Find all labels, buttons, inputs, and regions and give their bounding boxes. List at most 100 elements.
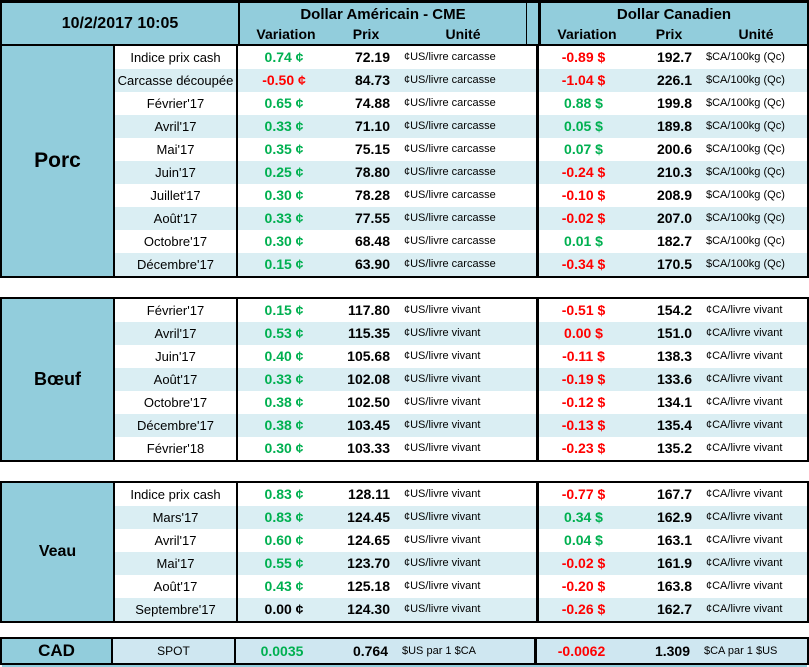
ca-unit-cell[interactable]: $CA/100kg (Qc) (706, 212, 785, 224)
ca-variation-cell[interactable]: -0.24 $ (536, 161, 628, 184)
us-unit-cell[interactable]: ¢US/livre vivant (404, 327, 481, 339)
us-unit-cell[interactable]: ¢US/livre vivant (404, 350, 481, 362)
us-unit-cell[interactable]: ¢US/livre vivant (404, 511, 481, 523)
us-unit-cell[interactable]: ¢US/livre carcasse (404, 74, 496, 86)
us-variation-cell[interactable]: 0.60 ¢ (264, 532, 304, 548)
us-variation-cell[interactable]: 0.30 ¢ (264, 440, 304, 456)
cad-ca-unit-cell[interactable]: $CA par 1 $US (698, 639, 807, 663)
us-price-cell[interactable]: 63.90 (354, 256, 390, 272)
us-unit-cell[interactable]: ¢US/livre carcasse (404, 212, 496, 224)
row-label-cell[interactable]: Juin'17 (115, 345, 238, 368)
row-label-cell[interactable]: Août'17 (115, 207, 238, 230)
us-unit-cell[interactable]: ¢US/livre vivant (404, 580, 481, 592)
ca-unit-cell[interactable]: $CA/100kg (Qc) (706, 166, 785, 178)
ca-price-cell[interactable]: 134.1 (656, 394, 692, 410)
us-price-cell[interactable]: 68.48 (354, 233, 390, 249)
row-label-cell[interactable]: Août'17 (115, 368, 238, 391)
us-price-cell[interactable]: 72.19 (354, 49, 390, 65)
ca-unit-cell[interactable]: $CA/100kg (Qc) (706, 189, 785, 201)
us-unit-cell[interactable]: ¢US/livre carcasse (404, 120, 496, 132)
row-label-cell[interactable]: Avril'17 (115, 529, 238, 552)
ca-price-cell[interactable]: 154.2 (656, 302, 692, 318)
ca-variation-cell[interactable]: -0.13 $ (536, 414, 628, 437)
row-label-cell[interactable]: Décembre'17 (115, 253, 238, 276)
ca-unit-cell[interactable]: $CA/100kg (Qc) (706, 74, 785, 86)
us-variation-cell[interactable]: 0.83 ¢ (264, 486, 304, 502)
ca-variation-cell[interactable]: 0.01 $ (536, 230, 628, 253)
ca-price-cell[interactable]: 208.9 (656, 187, 692, 203)
row-label-cell[interactable]: Juin'17 (115, 161, 238, 184)
us-variation-cell[interactable]: 0.53 ¢ (264, 325, 304, 341)
ca-variation-cell[interactable]: -1.04 $ (536, 69, 628, 92)
us-price-cell[interactable]: 117.80 (347, 302, 390, 318)
us-unit-cell[interactable]: ¢US/livre vivant (404, 419, 481, 431)
ca-variation-cell[interactable]: -0.26 $ (536, 598, 628, 621)
section-title-cell[interactable]: Veau (2, 483, 115, 621)
row-label-cell[interactable]: Indice prix cash (115, 483, 238, 506)
us-variation-cell[interactable]: 0.55 ¢ (264, 555, 304, 571)
us-unit-cell[interactable]: ¢US/livre vivant (404, 603, 481, 615)
ca-unit-cell[interactable]: $CA/100kg (Qc) (706, 258, 785, 270)
ca-variation-cell[interactable]: 0.04 $ (536, 529, 628, 552)
ca-variation-cell[interactable]: 0.07 $ (536, 138, 628, 161)
us-variation-cell[interactable]: 0.65 ¢ (264, 95, 304, 111)
us-price-cell[interactable]: 77.55 (354, 210, 390, 226)
us-unit-cell[interactable]: ¢US/livre carcasse (404, 51, 496, 63)
ca-variation-cell[interactable]: -0.02 $ (536, 552, 628, 575)
cad-ca-price-cell[interactable]: 1.309 (626, 639, 698, 663)
us-price-cell[interactable]: 105.68 (347, 348, 390, 364)
ca-unit-cell[interactable]: ¢CA/livre vivant (706, 396, 783, 408)
ca-unit-cell[interactable]: ¢CA/livre vivant (706, 511, 783, 523)
ca-price-cell[interactable]: 163.1 (656, 532, 692, 548)
ca-unit-cell[interactable]: ¢CA/livre vivant (706, 373, 783, 385)
ca-unit-cell[interactable]: ¢CA/livre vivant (706, 327, 783, 339)
ca-price-cell[interactable]: 189.8 (656, 118, 692, 134)
us-variation-cell[interactable]: 0.00 ¢ (264, 601, 304, 617)
ca-price-cell[interactable]: 138.3 (656, 348, 692, 364)
ca-unit-cell[interactable]: ¢CA/livre vivant (706, 488, 783, 500)
ca-variation-cell[interactable]: -0.51 $ (536, 299, 628, 322)
ca-unit-cell[interactable]: ¢CA/livre vivant (706, 534, 783, 546)
us-unit-cell[interactable]: ¢US/livre vivant (404, 442, 481, 454)
row-label-cell[interactable]: Mai'17 (115, 138, 238, 161)
ca-price-cell[interactable]: 199.8 (656, 95, 692, 111)
us-price-cell[interactable]: 74.88 (354, 95, 390, 111)
ca-price-cell[interactable]: 170.5 (656, 256, 692, 272)
row-label-cell[interactable]: Septembre'17 (115, 598, 238, 621)
cad-us-unit-cell[interactable]: $US par 1 $CA (396, 639, 534, 663)
us-variation-cell[interactable]: 0.25 ¢ (264, 164, 304, 180)
ca-price-cell[interactable]: 226.1 (656, 72, 692, 88)
row-label-cell[interactable]: Octobre'17 (115, 230, 238, 253)
ca-price-cell[interactable]: 210.3 (656, 164, 692, 180)
us-variation-cell[interactable]: 0.35 ¢ (264, 141, 304, 157)
us-unit-cell[interactable]: ¢US/livre vivant (404, 488, 481, 500)
cad-ca-variation-cell[interactable]: -0.0062 (534, 639, 626, 663)
section-title-cell[interactable]: Porc (2, 46, 115, 276)
us-variation-cell[interactable]: 0.33 ¢ (264, 210, 304, 226)
us-variation-cell[interactable]: 0.83 ¢ (264, 509, 304, 525)
us-price-cell[interactable]: 128.11 (347, 486, 390, 502)
us-price-cell[interactable]: 71.10 (354, 118, 390, 134)
us-price-cell[interactable]: 125.18 (347, 578, 390, 594)
ca-variation-cell[interactable]: -0.11 $ (536, 345, 628, 368)
us-variation-cell[interactable]: 0.33 ¢ (264, 118, 304, 134)
us-unit-cell[interactable]: ¢US/livre vivant (404, 557, 481, 569)
us-unit-cell[interactable]: ¢US/livre carcasse (404, 97, 496, 109)
row-label-cell[interactable]: Février'17 (115, 92, 238, 115)
ca-price-cell[interactable]: 207.0 (656, 210, 692, 226)
us-price-cell[interactable]: 78.28 (354, 187, 390, 203)
ca-price-cell[interactable]: 151.0 (656, 325, 692, 341)
us-unit-cell[interactable]: ¢US/livre vivant (404, 534, 481, 546)
ca-variation-cell[interactable]: -0.02 $ (536, 207, 628, 230)
ca-price-cell[interactable]: 133.6 (656, 371, 692, 387)
ca-unit-cell[interactable]: ¢CA/livre vivant (706, 350, 783, 362)
ca-price-cell[interactable]: 163.8 (656, 578, 692, 594)
us-unit-cell[interactable]: ¢US/livre carcasse (404, 258, 496, 270)
row-label-cell[interactable]: Février'17 (115, 299, 238, 322)
row-label-cell[interactable]: Juillet'17 (115, 184, 238, 207)
ca-variation-cell[interactable]: -0.77 $ (536, 483, 628, 506)
cad-us-price-cell[interactable]: 0.764 (328, 639, 396, 663)
ca-price-cell[interactable]: 192.7 (656, 49, 692, 65)
datetime-cell[interactable]: 10/2/2017 10:05 (2, 3, 240, 44)
ca-unit-cell[interactable]: $CA/100kg (Qc) (706, 51, 785, 63)
